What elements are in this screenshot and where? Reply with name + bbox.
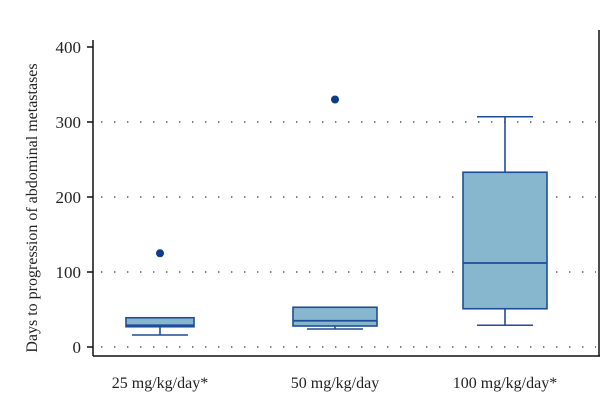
outlier-point (331, 95, 339, 104)
box-group (462, 115, 548, 327)
x-category-label: 100 mg/kg/day* (453, 375, 557, 392)
gridlines (101, 121, 596, 348)
y-axis-ticks: 0 100 200 300 400 (56, 38, 93, 357)
axes (92, 30, 600, 357)
x-axis-labels: 25 mg/kg/day* 50 mg/kg/day 100 mg/kg/day* (112, 375, 557, 392)
box-iqr (462, 171, 548, 310)
x-category-label: 25 mg/kg/day* (112, 375, 208, 392)
box-iqr (125, 316, 195, 328)
box-group (125, 249, 195, 336)
y-tick-label: 200 (56, 188, 82, 207)
y-tick-label: 0 (73, 338, 82, 357)
outlier-point (156, 249, 164, 258)
box-group (292, 95, 378, 330)
boxes (125, 95, 548, 336)
box-iqr (292, 306, 378, 327)
y-axis-label: Days to progression of abdominal metasta… (24, 63, 41, 352)
y-tick-label: 400 (56, 38, 82, 57)
y-tick-label: 100 (56, 263, 82, 282)
y-tick-label: 300 (56, 113, 82, 132)
x-category-label: 50 mg/kg/day (291, 375, 379, 392)
